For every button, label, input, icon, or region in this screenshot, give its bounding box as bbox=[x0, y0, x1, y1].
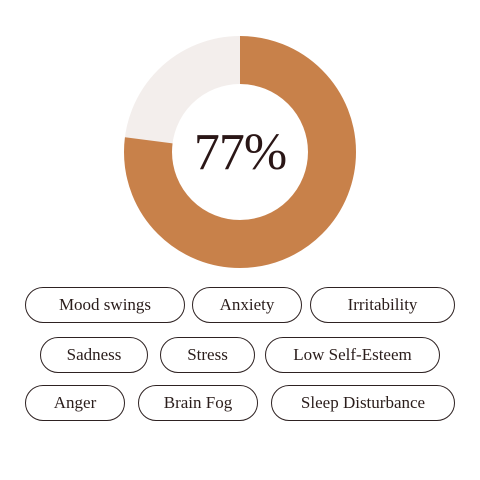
tag-row-1: Mood swings Anxiety Irritability bbox=[0, 287, 480, 325]
tag-row-2: Sadness Stress Low Self-Esteem bbox=[0, 337, 480, 375]
tag-anger[interactable]: Anger bbox=[25, 385, 125, 421]
tag-sleep-disturbance[interactable]: Sleep Disturbance bbox=[271, 385, 455, 421]
tag-anxiety[interactable]: Anxiety bbox=[192, 287, 302, 323]
percent-label: 77% bbox=[193, 123, 287, 181]
tag-mood-swings[interactable]: Mood swings bbox=[25, 287, 185, 323]
tag-sadness[interactable]: Sadness bbox=[40, 337, 148, 373]
donut-chart: 77% bbox=[122, 34, 358, 270]
tag-stress[interactable]: Stress bbox=[160, 337, 255, 373]
donut-svg bbox=[124, 36, 356, 268]
tag-row-3: Anger Brain Fog Sleep Disturbance bbox=[0, 385, 480, 423]
tag-brain-fog[interactable]: Brain Fog bbox=[138, 385, 258, 421]
donut-value-ring bbox=[124, 36, 356, 268]
tag-low-self-esteem[interactable]: Low Self-Esteem bbox=[265, 337, 440, 373]
tag-irritability[interactable]: Irritability bbox=[310, 287, 455, 323]
